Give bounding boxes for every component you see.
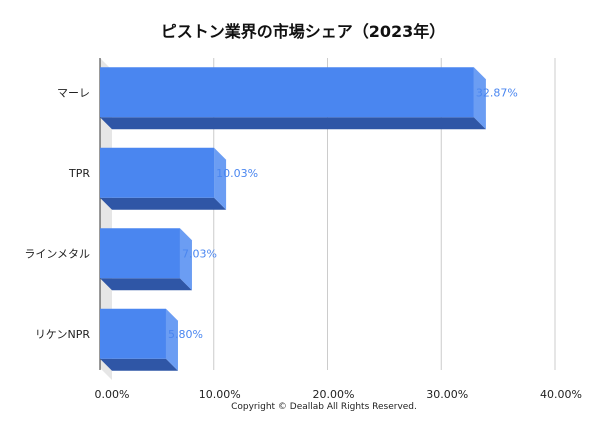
category-label: TPR [68, 167, 90, 180]
bar [100, 67, 486, 130]
x-tick-label: 0.00% [95, 388, 130, 401]
bar-bottom-face [100, 278, 192, 291]
bar-side-face [179, 228, 192, 291]
bar-bottom-face [100, 197, 227, 210]
data-label: 5.80% [168, 328, 203, 341]
bar-side-face [473, 67, 486, 130]
data-label: 32.87% [476, 86, 518, 99]
bar [100, 147, 227, 210]
category-label: マーレ [57, 86, 90, 99]
bar-front-face [100, 308, 166, 359]
x-tick-label: 40.00% [540, 388, 582, 401]
data-label: 10.03% [216, 167, 258, 180]
x-tick-label: 10.00% [199, 388, 241, 401]
bar-front-face [100, 67, 474, 118]
chart-left-wall [100, 58, 112, 380]
bar-side-face [165, 308, 178, 371]
x-tick-label: 20.00% [313, 388, 355, 401]
labels: 0.00% 10.00% 20.00% 30.00% 40.00% マーレ 32.87% TP… [24, 86, 582, 401]
x-tick-label: 30.00% [426, 388, 468, 401]
data-label: 7.03% [182, 247, 217, 260]
bar-front-face [100, 228, 180, 279]
bar-bottom-face [100, 117, 486, 130]
category-label: リケンNPR [35, 328, 91, 341]
bar-front-face [100, 147, 215, 198]
copyright-text: Copyright © Deallab All Rights Reserved. [231, 402, 417, 412]
chart-title: ピストン業界の市場シェア（2023年） [160, 22, 446, 41]
bar [100, 308, 178, 371]
category-label: ラインメタル [24, 247, 90, 260]
bar-side-face [214, 147, 227, 210]
chart-floor [100, 58, 112, 380]
bar-bottom-face [100, 358, 178, 371]
bars [100, 67, 486, 371]
bar [100, 228, 192, 291]
